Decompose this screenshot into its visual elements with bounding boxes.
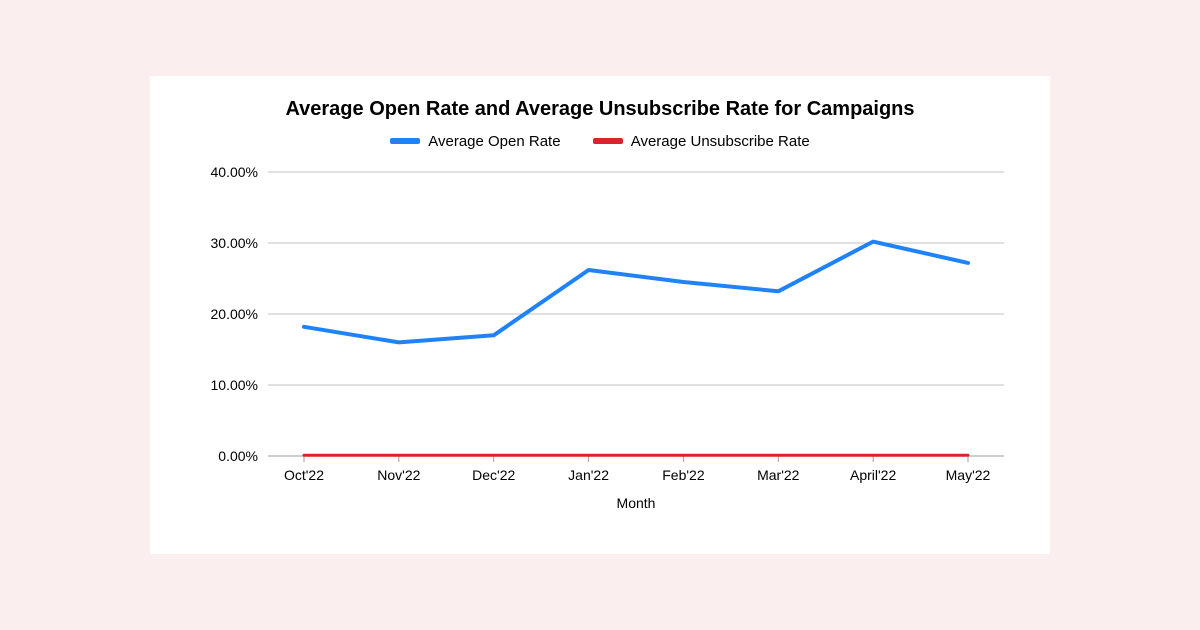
chart-plot-area: 0.00% 10.00% 20.00% 30.00% 40.00% Oct'22 Nov'2…: [178, 156, 1022, 516]
legend-label: Average Open Rate: [428, 133, 560, 150]
x-tick-label: Dec'22: [472, 467, 515, 483]
x-tick-label: Feb'22: [662, 467, 705, 483]
legend-label: Average Unsubscribe Rate: [631, 133, 810, 150]
legend-swatch-icon: [593, 138, 623, 144]
x-tick-label: Mar'22: [757, 467, 800, 483]
x-tick-label: Nov'22: [377, 467, 420, 483]
y-tick-label: 40.00%: [211, 164, 258, 180]
x-tick-label: Jan'22: [568, 467, 609, 483]
series-line: [304, 241, 968, 342]
y-tick-label: 0.00%: [218, 448, 258, 464]
x-axis-label: Month: [617, 495, 656, 511]
legend-item-open-rate: Average Open Rate: [390, 133, 560, 150]
x-tick-label: April'22: [850, 467, 896, 483]
y-tick-label: 30.00%: [211, 235, 258, 251]
chart-legend: Average Open Rate Average Unsubscribe Ra…: [178, 131, 1022, 150]
page-background: Average Open Rate and Average Unsubscrib…: [0, 0, 1200, 630]
y-tick-label: 10.00%: [211, 377, 258, 393]
legend-swatch-icon: [390, 138, 420, 144]
chart-svg: 0.00% 10.00% 20.00% 30.00% 40.00% Oct'22 Nov'2…: [178, 156, 1022, 516]
x-tick-label: May'22: [946, 467, 991, 483]
chart-title: Average Open Rate and Average Unsubscrib…: [178, 98, 1022, 121]
chart-card: Average Open Rate and Average Unsubscrib…: [150, 76, 1050, 554]
y-tick-label: 20.00%: [211, 306, 258, 322]
x-tick-label: Oct'22: [284, 467, 324, 483]
legend-item-unsubscribe-rate: Average Unsubscribe Rate: [593, 133, 810, 150]
